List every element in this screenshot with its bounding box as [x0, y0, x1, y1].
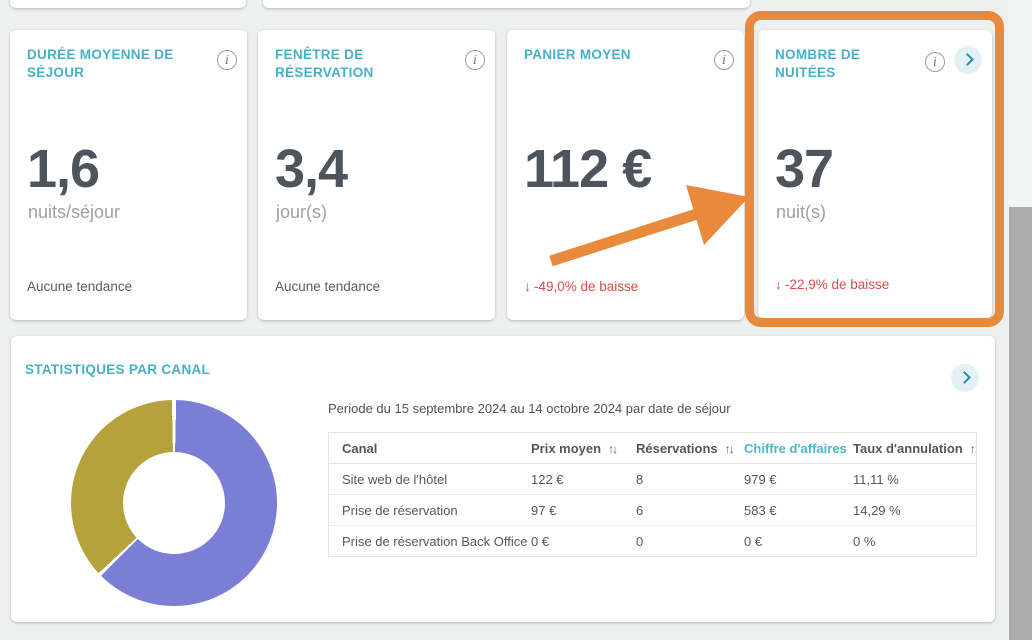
chevron-right-button[interactable]: [951, 364, 979, 392]
kpi-card-panier-moyen: PANIER MOYEN i 112 € ↓ -49,0% de baisse: [507, 30, 744, 320]
donut-chart[interactable]: [71, 400, 277, 606]
cutoff-card-top-right: [263, 0, 750, 8]
cell-prix-moyen: 0 €: [531, 533, 550, 549]
kpi-card-nombre-nuitees: NOMBRE DE NUITÉES i 37 nuit(s) ↓ -22,9% d…: [758, 30, 992, 318]
cell-chiffre-affaires: 583 €: [744, 502, 777, 518]
kpi-value: 3,4: [275, 139, 348, 199]
cell-canal: Prise de réservation Back Office: [342, 533, 528, 549]
kpi-title: DURÉE MOYENNE DE SÉJOUR: [27, 47, 174, 81]
kpi-value: 112 €: [524, 139, 652, 199]
kpi-card-duree-moyenne-sejour: DURÉE MOYENNE DE SÉJOUR i 1,6 nuits/séjo…: [10, 30, 247, 320]
cutoff-card-top-left: [10, 0, 246, 8]
cell-taux-annulation: 0 %: [853, 533, 876, 549]
info-icon[interactable]: i: [925, 52, 945, 72]
cell-reservations: 8: [636, 471, 644, 487]
kpi-unit: nuit(s): [776, 202, 827, 222]
info-icon[interactable]: i: [465, 50, 485, 70]
column-header-taux-annulation[interactable]: Taux d'annulation↑↓: [853, 441, 976, 456]
kpi-value: 1,6: [27, 139, 100, 199]
kpi-title: PANIER MOYEN: [524, 47, 631, 62]
table-row: Prise de réservation Back Office 0 € 0 0…: [329, 526, 976, 556]
cell-prix-moyen: 97 €: [531, 502, 557, 518]
sort-icon: ↑↓: [608, 441, 618, 456]
cell-chiffre-affaires: 979 €: [744, 471, 777, 487]
table-row: Prise de réservation 97 € 6 583 € 14,29 …: [329, 495, 976, 526]
channel-stats-table: Canal Prix moyen ↑↓ Réservations ↑↓ Chiffr…: [328, 432, 977, 557]
kpi-title: NOMBRE DE NUITÉES: [775, 47, 861, 81]
cell-canal: Site web de l'hôtel: [342, 471, 448, 487]
info-icon[interactable]: i: [217, 50, 237, 70]
cell-prix-moyen: 122 €: [531, 471, 564, 487]
cell-taux-annulation: 14,29 %: [853, 502, 901, 518]
column-header-canal: Canal: [342, 440, 378, 456]
cell-reservations: 0: [636, 533, 644, 549]
trend-down-icon: ↓: [524, 278, 531, 294]
kpi-trend: Aucune tendance: [275, 279, 381, 294]
kpi-unit: jour(s): [276, 202, 328, 222]
sort-icon: ↑↓: [969, 441, 976, 456]
cell-chiffre-affaires: 0 €: [744, 533, 763, 549]
kpi-card-fenetre-reservation: FENÊTRE DE RÉSERVATION i 3,4 jour(s) Auc…: [258, 30, 495, 320]
table-header-row: Canal Prix moyen ↑↓ Réservations ↑↓ Chiffr…: [329, 433, 976, 464]
kpi-trend: ↓ -22,9% de baisse: [775, 276, 889, 292]
kpi-trend-text: -22,9% de baisse: [785, 277, 890, 292]
chevron-right-button[interactable]: [954, 46, 982, 74]
info-icon[interactable]: i: [714, 50, 734, 70]
kpi-trend: Aucune tendance: [27, 279, 133, 294]
sort-icon: ↑↓: [724, 441, 735, 456]
cell-canal: Prise de réservation: [342, 502, 458, 518]
period-text: Periode du 15 septembre 2024 au 14 octob…: [328, 401, 731, 416]
section-title: STATISTIQUES PAR CANAL: [25, 362, 211, 377]
kpi-value: 37: [775, 139, 834, 199]
kpi-unit: nuits/séjour: [28, 202, 121, 222]
cell-reservations: 6: [636, 502, 644, 518]
stats-par-canal-card: STATISTIQUES PAR CANAL Periode du 15 sep…: [11, 336, 995, 622]
column-header-reservations[interactable]: Réservations ↑↓: [636, 440, 735, 456]
kpi-trend: ↓ -49,0% de baisse: [524, 278, 638, 294]
cell-taux-annulation: 11,11 %: [853, 471, 899, 487]
table-row: Site web de l'hôtel 122 € 8 979 € 11,11 …: [329, 464, 976, 495]
kpi-title: FENÊTRE DE RÉSERVATION: [275, 47, 374, 81]
scrollbar-thumb[interactable]: [1009, 207, 1032, 640]
column-header-chiffre-affaires[interactable]: Chiffre d'affaires: [744, 440, 847, 456]
trend-down-icon: ↓: [775, 276, 782, 292]
kpi-trend-text: -49,0% de baisse: [534, 279, 639, 294]
column-header-prix-moyen[interactable]: Prix moyen ↑↓: [531, 440, 618, 456]
